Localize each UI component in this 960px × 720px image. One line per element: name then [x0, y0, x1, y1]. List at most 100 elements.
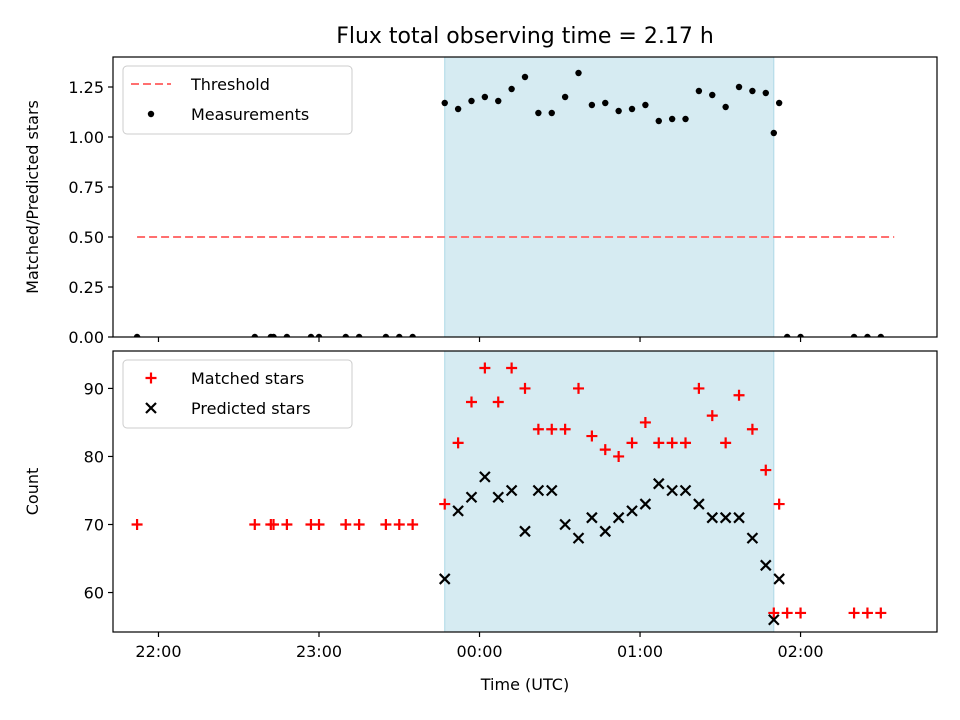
- legend-predicted-swatch: [145, 402, 157, 414]
- measurement-point: [628, 105, 636, 113]
- matched-star-point: [666, 437, 678, 449]
- matched-star-point: [353, 518, 365, 530]
- predicted-star-point: [492, 491, 505, 504]
- measurement-point: [575, 69, 582, 77]
- measurement-point: [251, 333, 258, 337]
- measurement-point: [315, 333, 323, 337]
- measurement-point: [762, 89, 769, 97]
- predicted-star-point: [532, 484, 545, 497]
- matched-star-point: [875, 607, 887, 619]
- predicted-star-point: [572, 532, 585, 544]
- measurement-point: [735, 83, 743, 91]
- matched-star-point: [519, 382, 531, 394]
- matched-star-point: [268, 518, 280, 530]
- y-tick-label: 70: [84, 515, 104, 534]
- matched-star-point: [407, 518, 419, 530]
- matched-star-point: [573, 382, 585, 394]
- measurement-point: [481, 93, 489, 101]
- bottom-panel: 60 70 80 90 22:00 23:00 00:00 01:00 02:00 Count Ti…: [23, 350, 938, 694]
- measurement-point: [655, 117, 662, 125]
- matched-star-point: [680, 437, 692, 449]
- matched-star-point: [773, 498, 785, 510]
- data-layer: [131, 362, 887, 626]
- legend-label: Predicted stars: [191, 399, 311, 418]
- matched-star-point: [760, 464, 772, 476]
- legend: Matched stars Predicted stars: [122, 359, 353, 429]
- y-tick-label: 80: [84, 447, 104, 466]
- measurement-point: [877, 333, 885, 337]
- matched-star-point: [639, 416, 651, 428]
- predicted-star-point: [706, 511, 719, 524]
- measurement-point: [548, 109, 555, 117]
- predicted-star-point: [438, 573, 451, 585]
- measurement-point: [709, 91, 716, 99]
- predicted-star-point: [599, 525, 612, 538]
- measurement-point: [133, 333, 141, 337]
- y-tick-label: 0.00: [68, 328, 104, 347]
- y-tick-label: 1.25: [68, 78, 104, 97]
- predicted-star-point: [666, 484, 678, 497]
- y-tick-label: 60: [84, 584, 104, 603]
- measurement-point: [682, 115, 689, 123]
- matched-star-point: [626, 437, 638, 449]
- predicted-star-point: [626, 505, 638, 517]
- matched-star-point: [131, 518, 143, 530]
- predicted-star-point: [612, 511, 625, 524]
- predicted-star-point: [719, 511, 732, 524]
- predicted-star-point: [693, 498, 705, 510]
- measurement-point: [409, 333, 416, 337]
- x-tick-label: 22:00: [135, 642, 181, 661]
- matched-star-point: [746, 423, 758, 435]
- y-tick-label: 90: [84, 379, 104, 398]
- measurement-point: [864, 333, 871, 337]
- matched-star-point: [340, 518, 352, 530]
- predicted-star-point: [760, 559, 772, 572]
- axes-frame: [112, 350, 938, 633]
- legend-measurement-swatch: [147, 110, 155, 118]
- legend-label: Matched stars: [191, 369, 304, 388]
- y-tick-label: 1.00: [68, 128, 104, 147]
- predicted-star-point: [545, 484, 558, 497]
- measurement-point: [668, 115, 676, 123]
- predicted-star-point: [679, 484, 692, 497]
- legend-matched-swatch: [145, 372, 157, 384]
- matched-star-point: [733, 389, 745, 401]
- matched-star-point: [586, 430, 598, 442]
- predicted-star-point: [652, 477, 665, 490]
- x-tick-label: 23:00: [296, 642, 342, 661]
- matched-star-point: [452, 437, 464, 449]
- measurement-point: [521, 73, 529, 81]
- matched-star-point: [249, 518, 261, 530]
- matched-star-point: [693, 382, 705, 394]
- matched-star-point: [439, 498, 451, 510]
- measurement-point: [283, 333, 291, 337]
- measurement-point: [454, 105, 462, 113]
- matched-star-point: [768, 607, 780, 619]
- measurement-point: [342, 333, 349, 337]
- measurement-point: [797, 333, 804, 337]
- matched-star-point: [781, 607, 793, 619]
- measurement-point: [602, 99, 609, 107]
- matched-star-point: [532, 423, 544, 435]
- matched-star-point: [506, 362, 518, 374]
- matched-star-point: [313, 518, 325, 530]
- observing-span-highlight: [444, 57, 774, 337]
- matched-star-point: [492, 396, 504, 408]
- x-tick-label: 01:00: [617, 642, 663, 661]
- measurement-point: [382, 333, 390, 337]
- legend: Threshold Measurements: [122, 65, 353, 135]
- predicted-star-point: [479, 471, 491, 483]
- predicted-star-point: [639, 498, 652, 510]
- matched-star-point: [848, 607, 860, 619]
- measurement-point: [588, 101, 596, 109]
- measurement-point: [270, 333, 277, 337]
- measurement-point: [695, 87, 703, 95]
- matched-star-point: [861, 607, 873, 619]
- x-tick-label: 02:00: [778, 642, 824, 661]
- matched-star-point: [559, 423, 571, 435]
- matched-star-point: [599, 444, 611, 456]
- measurement-point: [396, 333, 403, 337]
- measurement-point: [307, 333, 315, 337]
- predicted-star-point: [559, 518, 571, 531]
